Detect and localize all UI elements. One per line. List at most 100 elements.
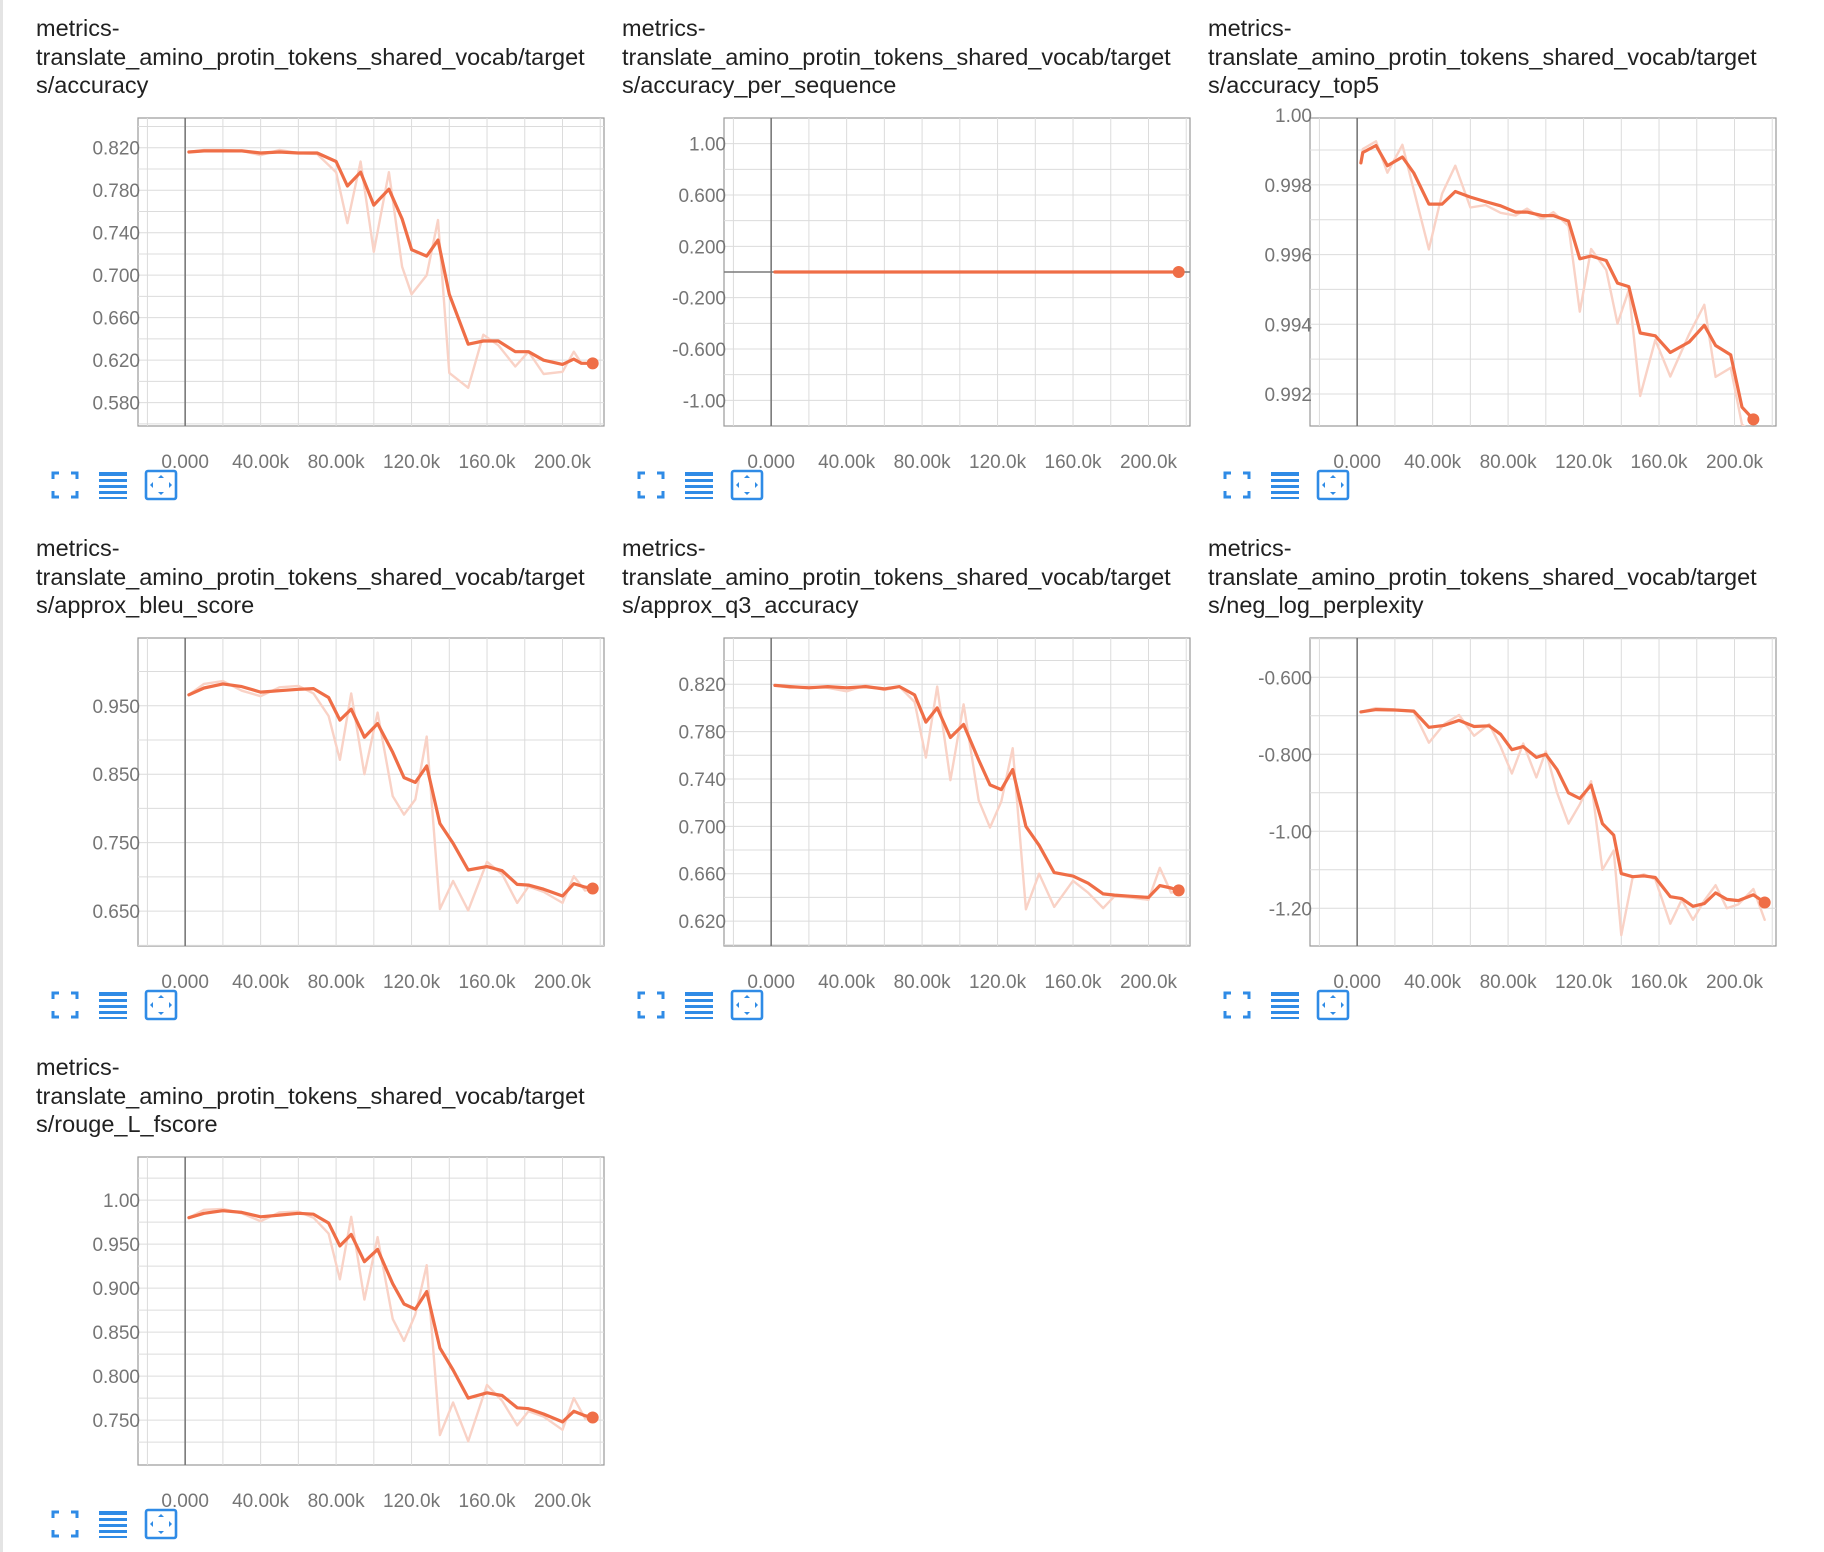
raw-series-line	[187, 679, 594, 912]
last-point-marker[interactable]	[1747, 413, 1760, 426]
toggle-log-scale-icon[interactable]	[96, 1507, 130, 1541]
line-chart[interactable]: 0.650 0.750 0.850 0.950 0.000 40.00k 80.00k 120…	[0, 520, 620, 1020]
fit-to-data-icon[interactable]	[1220, 988, 1254, 1022]
last-point-marker[interactable]	[586, 1411, 599, 1424]
fit-to-data-icon[interactable]	[634, 988, 668, 1022]
reset-zoom-icon[interactable]	[144, 1507, 178, 1541]
chart-title-line: metrics-	[622, 535, 706, 561]
last-point-marker[interactable]	[586, 357, 599, 370]
x-tick-label: 80.00k	[1480, 452, 1538, 473]
x-tick-label: 160.0k	[459, 1491, 517, 1512]
reset-zoom-icon[interactable]	[1316, 468, 1350, 502]
chart-title: metrics-translate_amino_protin_tokens_sh…	[36, 1053, 616, 1139]
chart-title-line: s/rouge_L_fscore	[36, 1111, 218, 1137]
y-tick-label: -1.00	[1269, 822, 1312, 843]
fit-to-data-icon[interactable]	[634, 468, 668, 502]
x-tick-label: 80.00k	[308, 452, 366, 473]
x-tick-label: 120.0k	[969, 452, 1027, 473]
x-tick-label: 80.00k	[894, 972, 952, 993]
last-point-marker[interactable]	[1172, 884, 1185, 897]
chart-title-line: translate_amino_protin_tokens_shared_voc…	[36, 563, 585, 590]
toggle-log-scale-icon[interactable]	[682, 988, 716, 1022]
plot-frame	[137, 117, 605, 427]
line-chart[interactable]: -1.00 -0.600 -0.200 0.200 0.600 1.00 0.000 40.0…	[586, 0, 1206, 500]
x-tick-label: 40.00k	[1404, 972, 1462, 993]
last-point-marker[interactable]	[1172, 266, 1185, 278]
line-chart[interactable]: 0.992 0.994 0.996 0.998 1.00 0.000 40.00k 80.00…	[1172, 0, 1792, 500]
reset-zoom-icon[interactable]	[1316, 988, 1350, 1022]
fit-to-data-icon[interactable]	[48, 988, 82, 1022]
x-tick-label: 200.0k	[1120, 972, 1178, 993]
y-tick-label: 0.994	[1264, 315, 1312, 336]
chart-title-line: translate_amino_protin_tokens_shared_voc…	[36, 43, 585, 70]
line-chart[interactable]: 0.580 0.620 0.660 0.700 0.740 0.780 0.820 0.000…	[0, 0, 620, 500]
y-tick-label: -1.00	[683, 391, 726, 412]
y-tick-label: 0.950	[92, 697, 140, 718]
y-tick-label: 0.750	[92, 834, 140, 855]
x-tick-label: 40.00k	[232, 452, 290, 473]
y-tick-label: 0.992	[1264, 385, 1312, 406]
plot-frame	[1309, 637, 1777, 947]
fit-to-data-icon[interactable]	[1220, 468, 1254, 502]
chart-title: metrics-translate_amino_protin_tokens_sh…	[36, 14, 616, 100]
last-point-marker[interactable]	[1758, 896, 1771, 909]
y-tick-label: 1.00	[689, 135, 726, 156]
x-tick-label: 120.0k	[1555, 452, 1613, 473]
reset-zoom-icon[interactable]	[730, 988, 764, 1022]
x-tick-label: 0.000	[747, 452, 795, 473]
line-chart[interactable]: 0.750 0.800 0.850 0.900 0.950 1.00 0.000 40.00k…	[0, 1039, 620, 1539]
y-tick-label: 1.00	[103, 1191, 140, 1212]
plot-frame	[137, 1156, 605, 1466]
reset-zoom-icon[interactable]	[144, 988, 178, 1022]
chart-title: metrics-translate_amino_protin_tokens_sh…	[1208, 14, 1788, 100]
chart-card: metrics-translate_amino_protin_tokens_sh…	[0, 0, 605, 502]
raw-series-line	[1359, 706, 1766, 937]
toggle-log-scale-icon[interactable]	[1268, 468, 1302, 502]
y-tick-label: -0.800	[1258, 745, 1312, 766]
y-tick-label: -1.20	[1269, 899, 1312, 920]
page-left-rule	[0, 0, 3, 1552]
x-tick-label: 160.0k	[459, 972, 517, 993]
toggle-log-scale-icon[interactable]	[96, 988, 130, 1022]
x-tick-label: 200.0k	[1706, 972, 1764, 993]
chart-title-line: translate_amino_protin_tokens_shared_voc…	[36, 1082, 585, 1109]
chart-title-line: s/accuracy_per_sequence	[622, 72, 897, 98]
y-tick-label: 0.820	[92, 139, 140, 160]
chart-title-line: s/approx_bleu_score	[36, 592, 255, 618]
reset-zoom-icon[interactable]	[144, 468, 178, 502]
toggle-log-scale-icon[interactable]	[1268, 988, 1302, 1022]
x-tick-label: 40.00k	[818, 452, 876, 473]
chart-title-line: metrics-	[1208, 15, 1292, 41]
line-chart[interactable]: 0.620 0.660 0.700 0.740 0.780 0.820 0.000 40.00…	[586, 520, 1206, 1020]
chart-title-line: metrics-	[36, 15, 120, 41]
x-tick-label: 40.00k	[232, 1491, 290, 1512]
x-tick-label: 200.0k	[534, 452, 592, 473]
line-chart[interactable]: -1.20 -1.00 -0.800 -0.600 0.000 40.00k 80.00k 1…	[1172, 520, 1792, 1020]
fit-to-data-icon[interactable]	[48, 1507, 82, 1541]
toggle-log-scale-icon[interactable]	[96, 468, 130, 502]
y-tick-label: -0.600	[672, 340, 726, 361]
plot-frame	[723, 637, 1191, 947]
x-tick-label: 160.0k	[1631, 972, 1689, 993]
chart-card: metrics-translate_amino_protin_tokens_sh…	[0, 520, 605, 1022]
smoothed-series-line	[1359, 708, 1767, 908]
x-tick-label: 120.0k	[383, 1491, 441, 1512]
chart-title: metrics-translate_amino_protin_tokens_sh…	[1208, 534, 1788, 620]
reset-zoom-icon[interactable]	[730, 468, 764, 502]
x-tick-label: 160.0k	[459, 452, 517, 473]
y-tick-label: 0.996	[1264, 246, 1312, 267]
x-tick-label: 120.0k	[1555, 972, 1613, 993]
y-tick-label: 0.580	[92, 394, 140, 415]
last-point-marker[interactable]	[586, 882, 599, 895]
y-tick-label: 0.620	[678, 912, 726, 933]
fit-to-data-icon[interactable]	[48, 468, 82, 502]
plot-frame	[1309, 117, 1777, 427]
x-tick-label: 200.0k	[1120, 452, 1178, 473]
x-tick-label: 200.0k	[534, 1491, 592, 1512]
y-tick-label: 0.950	[92, 1235, 140, 1256]
chart-controls	[48, 468, 248, 502]
x-tick-label: 0.000	[161, 1491, 209, 1512]
y-tick-label: 0.700	[678, 817, 726, 838]
x-tick-label: 40.00k	[1404, 452, 1462, 473]
toggle-log-scale-icon[interactable]	[682, 468, 716, 502]
